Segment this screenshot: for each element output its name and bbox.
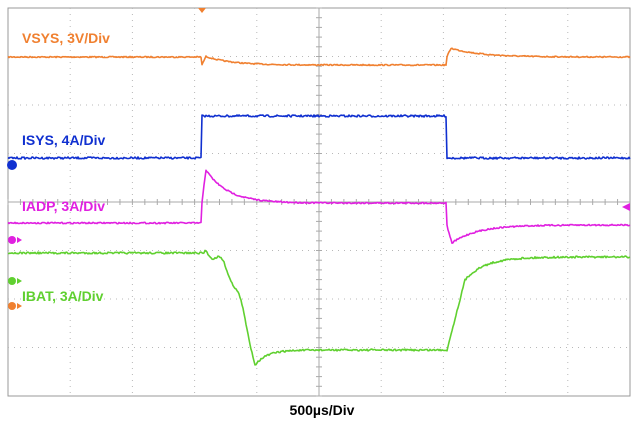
waveforms	[7, 47, 631, 366]
channel-marker	[17, 237, 22, 243]
trigger-level-marker	[622, 203, 630, 211]
trace-label: IADP, 3A/Div	[22, 198, 105, 214]
waveform	[7, 47, 631, 67]
channel-marker	[17, 278, 22, 284]
trace-label: ISYS, 4A/Div	[22, 132, 105, 148]
trigger-marker	[198, 8, 206, 13]
trace-label: VSYS, 3V/Div	[22, 30, 110, 46]
channel-marker	[8, 277, 16, 285]
channel-marker	[8, 302, 16, 310]
waveform	[7, 169, 631, 244]
waveform	[7, 114, 631, 160]
channel-marker	[8, 236, 16, 244]
channel-marker	[17, 303, 22, 309]
trace-label: IBAT, 3A/Div	[22, 288, 104, 304]
waveform	[7, 249, 631, 366]
channel-marker	[7, 160, 17, 170]
timebase-label: 500µs/Div	[290, 402, 355, 418]
